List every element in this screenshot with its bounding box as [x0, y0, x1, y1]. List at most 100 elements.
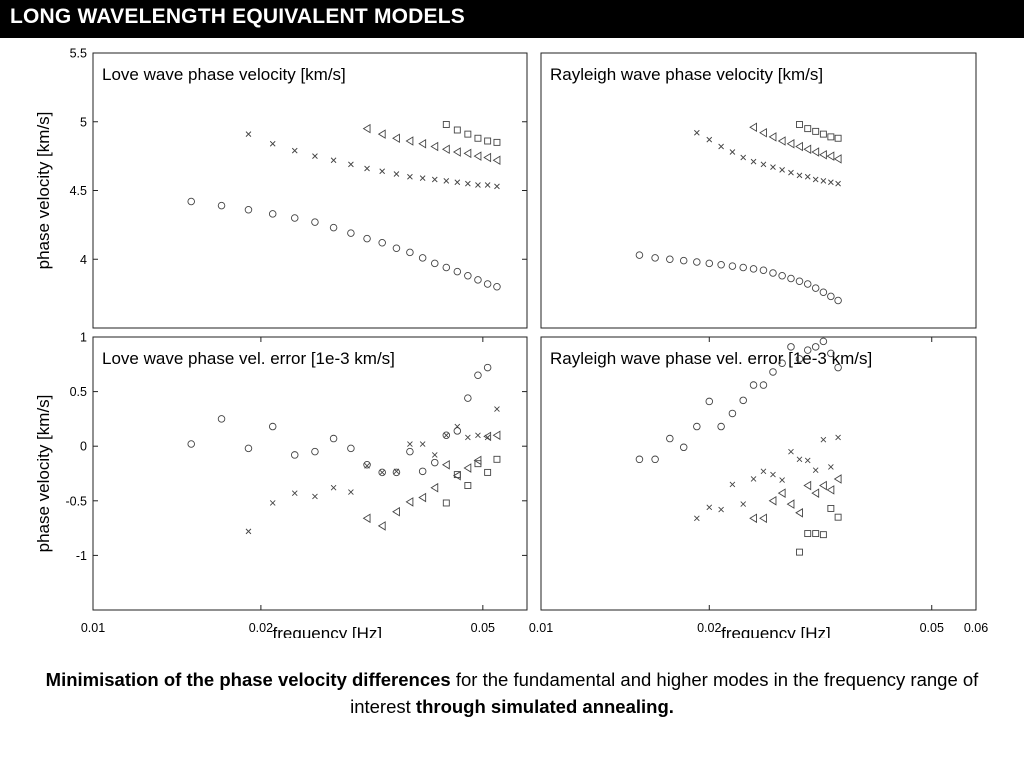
circle-marker	[717, 260, 725, 269]
square-marker	[484, 137, 492, 145]
triangle-marker	[441, 459, 450, 470]
figure: 4 4.5 5 5.5 Love wave phase velocity [km/s] p…	[34, 47, 988, 639]
x-marker	[465, 434, 471, 441]
circle-marker	[803, 280, 812, 288]
triangle-marker	[362, 513, 371, 524]
x-marker	[364, 165, 370, 172]
circle-marker	[392, 468, 401, 477]
square-marker	[464, 482, 472, 489]
triangle-marker	[833, 474, 842, 484]
circle-marker	[693, 422, 701, 431]
x-marker	[779, 477, 785, 483]
x-marker	[729, 481, 736, 488]
x-tick-label: 0.02	[249, 621, 273, 635]
circle-marker	[363, 234, 371, 243]
x-marker	[454, 423, 461, 430]
square-marker	[493, 138, 501, 146]
circle-marker	[834, 363, 842, 372]
y-axis-label: phase velocity [km/s]	[34, 112, 53, 270]
circle-marker	[187, 440, 195, 448]
x-marker	[291, 147, 298, 154]
circle-marker	[705, 397, 714, 406]
x-marker	[443, 432, 450, 439]
series-circle	[635, 337, 842, 464]
x-tick-label: 0.05	[920, 621, 944, 635]
x-marker	[804, 173, 811, 180]
circle-marker	[268, 422, 277, 431]
panel-love-error: -1 -0.5 0 0.5 1 0.01 0.02 0.05 Love wave phase v…	[34, 331, 528, 638]
square-marker	[442, 121, 450, 128]
x-marker	[760, 468, 767, 475]
square-marker	[812, 127, 820, 135]
x-tick-label: 0.01	[529, 621, 553, 635]
y-tick-label: 5.5	[70, 47, 87, 61]
circle-marker	[759, 381, 768, 389]
series-square	[442, 455, 501, 507]
triangle-marker	[803, 480, 812, 491]
plot-frame	[92, 336, 528, 611]
triangle-marker	[473, 151, 482, 161]
triangle-marker	[786, 138, 795, 149]
x-marker	[245, 131, 252, 137]
triangle-marker	[768, 495, 777, 506]
x-marker	[694, 515, 700, 522]
x-marker	[431, 452, 438, 458]
triangle-marker	[826, 485, 835, 495]
circle-marker	[811, 343, 820, 351]
x-marker	[379, 168, 386, 175]
circle-marker	[290, 451, 299, 459]
series-triangle-left	[749, 474, 842, 524]
circle-marker	[290, 214, 299, 222]
series-circle	[187, 363, 492, 477]
circle-marker	[406, 447, 414, 456]
square-marker	[827, 133, 835, 141]
y-tick-label: 5	[80, 115, 87, 129]
x-marker	[269, 500, 276, 506]
triangle-marker	[418, 138, 427, 149]
square-marker	[819, 531, 827, 539]
square-marker	[827, 504, 835, 512]
title-bar: LONG WAVELENGTH EQUIVALENT MODELS	[0, 0, 1024, 38]
circle-marker	[778, 359, 786, 367]
triangle-marker	[777, 488, 786, 498]
x-marker	[364, 463, 370, 469]
x-marker	[796, 456, 803, 463]
x-tick-label: 0.01	[81, 621, 105, 635]
x-marker	[419, 441, 426, 447]
circle-marker	[217, 201, 226, 210]
x-marker	[779, 167, 785, 173]
panel-rayleigh-error: 0.01 0.02 0.05 0.06 Rayleigh wave phase vel.…	[529, 336, 988, 638]
circle-marker	[268, 210, 277, 218]
square-marker	[804, 125, 812, 133]
circle-marker	[363, 461, 371, 469]
triangle-marker	[483, 431, 492, 442]
series-circle	[635, 251, 842, 305]
x-marker	[494, 406, 500, 412]
series-triangle-left	[362, 123, 501, 166]
triangle-marker	[362, 123, 371, 134]
x-marker	[796, 172, 803, 179]
x-marker	[788, 448, 794, 455]
triangle-marker	[786, 499, 795, 509]
circle-marker	[431, 458, 439, 467]
circle-marker	[378, 238, 386, 247]
circle-marker	[244, 444, 253, 453]
circle-marker	[739, 263, 747, 272]
triangle-marker	[492, 430, 501, 441]
x-marker	[465, 180, 471, 187]
circle-marker	[827, 292, 835, 301]
triangle-marker	[405, 497, 414, 507]
circle-marker	[431, 259, 439, 268]
circle-marker	[453, 267, 462, 276]
series-square	[796, 504, 842, 556]
circle-marker	[717, 422, 725, 431]
square-marker	[453, 471, 461, 479]
triangle-marker	[803, 144, 812, 155]
triangle-marker	[392, 506, 400, 517]
plot-frame	[540, 336, 977, 611]
x-axis-label: frequency [Hz]	[273, 624, 383, 638]
x-marker	[330, 484, 337, 491]
circle-marker	[795, 355, 804, 363]
triangle-marker	[768, 132, 777, 142]
plot-frame	[540, 52, 977, 329]
